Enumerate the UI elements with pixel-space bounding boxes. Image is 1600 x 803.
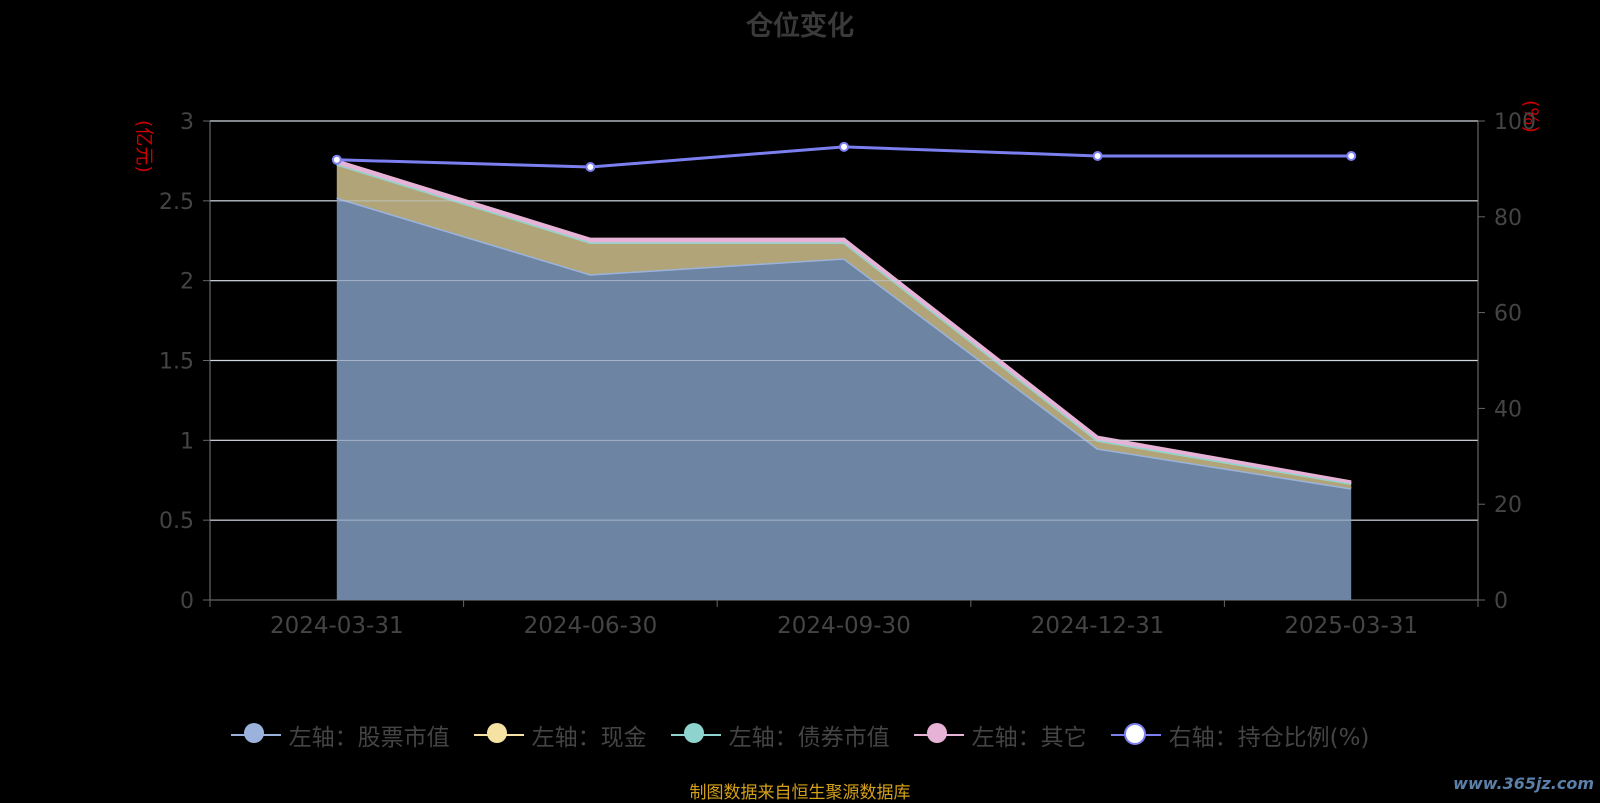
x-tick-label: 2024-06-30 xyxy=(524,613,658,639)
legend-symbol-icon xyxy=(670,722,721,748)
ratio-point xyxy=(331,154,342,165)
legend-label: 右轴：持仓比例(%) xyxy=(1168,725,1370,751)
ratio-point xyxy=(585,161,596,172)
y-right-tick-label: 100 xyxy=(1494,110,1536,135)
x-tick-label: 2024-12-31 xyxy=(1031,613,1165,639)
legend: 左轴：股票市值 左轴：现金 左轴：债券市值 左轴：其它 右轴：持仓比例(%) xyxy=(0,718,1600,752)
legend-label: 左轴：现金 xyxy=(531,725,647,751)
ratio-point xyxy=(839,141,849,152)
legend-item-ratio[interactable]: 右轴：持仓比例(%) xyxy=(1110,718,1370,752)
y-right-tick-label: 0 xyxy=(1494,589,1508,614)
y-left-tick-label: 1 xyxy=(180,429,194,454)
y-left-tick-label: 2 xyxy=(180,270,194,295)
chart-title: 仓位变化 xyxy=(746,11,854,42)
data-source-note: 制图数据来自恒生聚源数据库 xyxy=(689,783,911,803)
y-left-tick-label: 3 xyxy=(180,110,194,135)
y-left-tick-label: 2.5 xyxy=(159,190,194,215)
y-right-tick-label: 60 xyxy=(1494,302,1522,327)
x-tick-label: 2024-09-30 xyxy=(777,613,911,639)
y-left-tick-label: 0.5 xyxy=(159,509,194,534)
area-1 xyxy=(336,164,1352,489)
legend-symbol-icon xyxy=(913,722,964,748)
legend-item-other[interactable]: 左轴：其它 xyxy=(913,718,1087,752)
area-line-3 xyxy=(336,159,1352,484)
ratio-point xyxy=(1092,150,1103,161)
y-left-tick-label: 1.5 xyxy=(159,350,194,375)
legend-item-cash[interactable]: 左轴：现金 xyxy=(473,718,647,752)
legend-label: 左轴：股票市值 xyxy=(288,725,450,751)
legend-label: 左轴：其它 xyxy=(971,725,1087,751)
watermark: www.365jz.com xyxy=(1453,774,1594,793)
legend-label: 左轴：债券市值 xyxy=(728,725,890,751)
legend-symbol-icon xyxy=(230,722,281,748)
x-tick-label: 2025-03-31 xyxy=(1284,613,1418,639)
y-right-tick-label: 40 xyxy=(1494,397,1522,422)
area-3 xyxy=(336,160,1352,484)
y-left-tick-label: 0 xyxy=(180,589,194,614)
legend-item-stock[interactable]: 左轴：股票市值 xyxy=(230,718,450,752)
ratio-point xyxy=(1346,150,1357,161)
y-right-tick-label: 80 xyxy=(1494,206,1522,231)
legend-symbol-icon xyxy=(1110,722,1161,748)
y-right-tick-label: 20 xyxy=(1494,493,1522,518)
legend-symbol-icon xyxy=(473,722,524,748)
area-0 xyxy=(336,197,1352,600)
legend-item-bond[interactable]: 左轴：债券市值 xyxy=(670,718,890,752)
x-tick-label: 2024-03-31 xyxy=(270,613,404,639)
